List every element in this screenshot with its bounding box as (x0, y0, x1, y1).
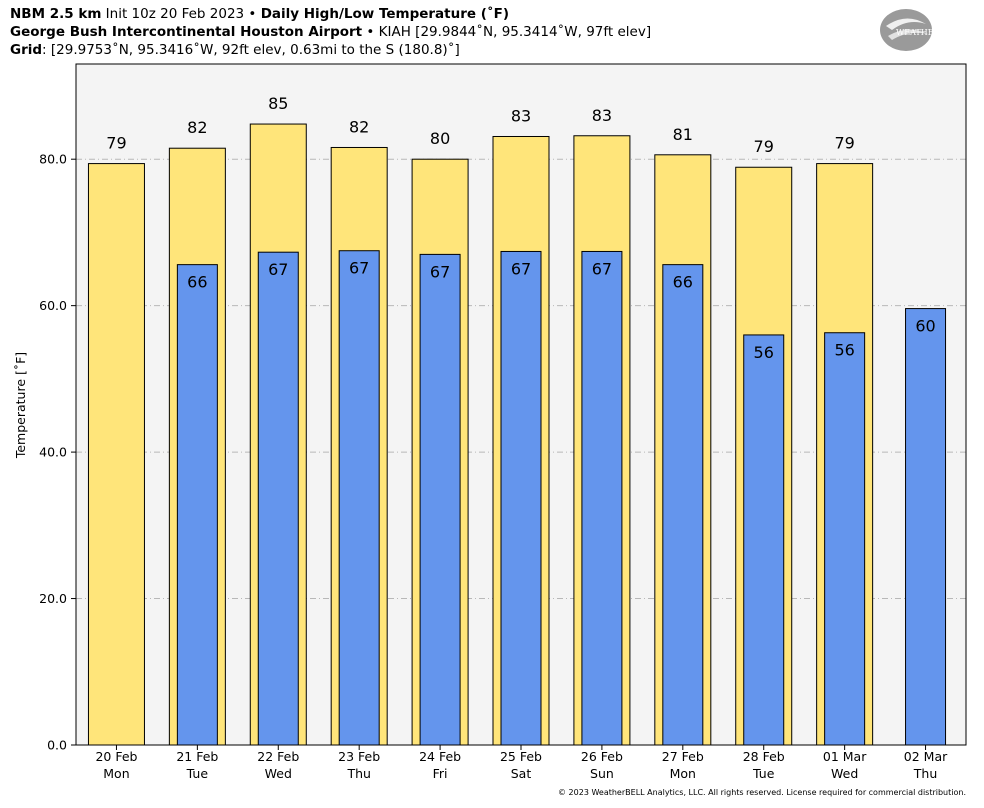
y-axis: 0.0 20.0 40.0 60.0 80.0 (39, 152, 76, 753)
x-tick-label-day: Thu (913, 766, 937, 781)
x-tick-label-day: Mon (103, 766, 129, 781)
bar-value-labels: 79 82 85 82 80 83 83 81 79 79 66 67 67 67 67 67 66 56 56 60 (106, 94, 935, 362)
x-tick-label-day: Tue (752, 766, 775, 781)
high-temp-label: 82 (187, 118, 207, 137)
bars (87, 123, 947, 746)
x-tick-label-date: 02 Mar (904, 749, 948, 764)
x-tick-label-date: 27 Feb (662, 749, 704, 764)
high-temp-label: 79 (754, 137, 774, 156)
low-temp-label: 67 (268, 260, 288, 279)
low-temp-bar (419, 253, 461, 746)
high-temp-label: 80 (430, 129, 450, 148)
low-temp-bar (176, 264, 218, 746)
x-tick-label-day: Fri (433, 766, 448, 781)
logo-text-bell: BELL (935, 28, 961, 38)
grid-info: : [29.9753˚N, 95.3416˚W, 92ft elev, 0.63… (42, 42, 460, 58)
x-tick-label-date: 21 Feb (176, 749, 218, 764)
low-temp-label: 67 (592, 259, 612, 278)
high-temp-label: 85 (268, 94, 288, 113)
x-tick-label-date: 01 Mar (823, 749, 867, 764)
high-temp-label: 83 (592, 106, 612, 125)
x-tick-label-date: 23 Feb (338, 749, 380, 764)
x-tick-label-day: Wed (831, 766, 858, 781)
logo-text-weather: WEATHER (896, 28, 941, 37)
high-temp-label: 82 (349, 117, 369, 136)
x-tick-label-date: 28 Feb (743, 749, 785, 764)
x-tick-label-date: 24 Feb (419, 749, 461, 764)
low-temp-bar (581, 250, 623, 746)
high-temp-label: 79 (106, 134, 126, 153)
chart-title: Daily High/Low Temperature (˚F) (260, 6, 510, 22)
model-name: NBM 2.5 km (10, 6, 102, 22)
x-tick-label-day: Thu (346, 766, 370, 781)
low-temp-label: 67 (511, 259, 531, 278)
logo-subtext: Analytics LLC (936, 38, 956, 42)
low-temp-bar (257, 251, 299, 746)
high-temp-label: 81 (673, 125, 693, 144)
x-axis: 20 Feb Mon 21 Feb Tue 22 Feb Wed 23 Feb Thu 24 F… (95, 745, 948, 781)
low-temp-bar (743, 334, 785, 746)
y-tick-label: 40.0 (39, 445, 67, 460)
grid-label: Grid (10, 42, 43, 58)
y-tick-label: 80.0 (39, 152, 67, 167)
header-line-1: NBM 2.5 km Init 10z 20 Feb 2023 • Daily … (10, 5, 651, 23)
x-tick-label-day: Wed (265, 766, 292, 781)
x-tick-label-day: Sun (590, 766, 614, 781)
weatherbell-logo: WEATHER BELL Analytics LLC (880, 9, 961, 51)
init-time: Init 10z 20 Feb 2023 • (101, 6, 261, 22)
x-tick-label-date: 22 Feb (257, 749, 299, 764)
low-temp-label: 60 (915, 317, 935, 336)
y-tick-label: 0.0 (47, 738, 67, 753)
low-temp-bar (824, 332, 866, 746)
high-temp-label: 83 (511, 106, 531, 125)
y-axis-label: Temperature [˚F] (13, 352, 28, 459)
low-temp-label: 66 (673, 273, 693, 292)
low-temp-label: 56 (834, 341, 854, 360)
low-temp-label: 66 (187, 273, 207, 292)
y-tick-label: 60.0 (39, 298, 67, 313)
low-temp-bar (338, 250, 380, 746)
x-tick-label-day: Mon (670, 766, 696, 781)
x-tick-label-date: 20 Feb (95, 749, 137, 764)
low-temp-bar (662, 264, 704, 746)
header-line-3: Grid: [29.9753˚N, 95.3416˚W, 92ft elev, … (10, 41, 651, 59)
x-tick-label-day: Tue (186, 766, 209, 781)
x-tick-label-date: 25 Feb (500, 749, 542, 764)
station-info: • KIAH [29.9844˚N, 95.3414˚W, 97ft elev] (362, 24, 652, 40)
chart-header: NBM 2.5 km Init 10z 20 Feb 2023 • Daily … (10, 5, 651, 59)
x-tick-label-date: 26 Feb (581, 749, 623, 764)
low-temp-bar (500, 250, 542, 746)
low-temp-bar (905, 308, 947, 746)
low-temp-label: 67 (349, 259, 369, 278)
copyright-footer: © 2023 WeatherBELL Analytics, LLC. All r… (558, 788, 966, 797)
high-temp-bar (87, 163, 145, 746)
x-tick-label-day: Sat (511, 766, 532, 781)
low-temp-label: 56 (754, 343, 774, 362)
high-temp-label: 79 (834, 134, 854, 153)
header-line-2: George Bush Intercontinental Houston Air… (10, 23, 651, 41)
station-name: George Bush Intercontinental Houston Air… (10, 24, 363, 40)
y-tick-label: 20.0 (39, 591, 67, 606)
low-temp-label: 67 (430, 262, 450, 281)
